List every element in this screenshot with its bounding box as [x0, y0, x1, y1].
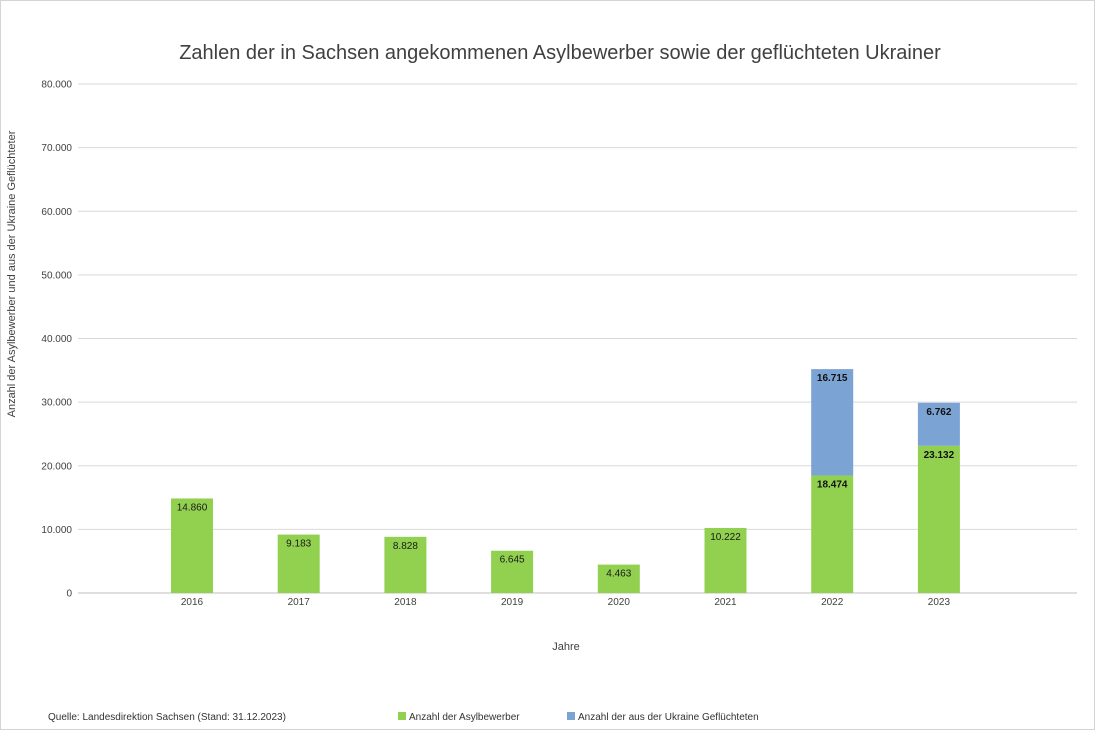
bar-asylbewerber-2016 [171, 498, 213, 593]
data-label: 8.828 [393, 541, 418, 552]
gridlines [78, 83, 1077, 594]
x-tick-label: 2017 [288, 597, 311, 608]
x-tick-label: 2023 [928, 597, 951, 608]
data-label: 6.762 [926, 407, 951, 418]
x-tick-label: 2021 [714, 597, 737, 608]
bar-asylbewerber-2018 [384, 536, 427, 593]
y-tick-label: 30.000 [41, 398, 72, 409]
x-tick-label: 2016 [181, 597, 204, 608]
data-label: 18.474 [817, 479, 848, 490]
x-tick-label: 2022 [821, 597, 844, 608]
y-tick-label: 50.000 [41, 270, 72, 281]
data-label: 10.222 [710, 532, 741, 543]
y-axis-title: Anzahl der Asylbewerber und aus der Ukra… [6, 130, 18, 417]
data-label: 14.860 [177, 502, 208, 513]
bar-asylbewerber-2019 [491, 550, 534, 593]
y-tick-label: 40.000 [41, 334, 72, 345]
y-tick-label: 70.000 [41, 143, 72, 154]
data-labels: 14.860 9.183 8.828 6.645 4.463 10.222 18.474 16… [177, 373, 955, 579]
bar-ukraine-2022 [811, 369, 854, 476]
x-axis-title: Jahre [552, 641, 580, 653]
legend-label-asylbewerber: Anzahl der Asylbewerber [409, 712, 520, 723]
data-label: 16.715 [817, 373, 848, 384]
bar-asylbewerber-2017 [277, 534, 320, 593]
x-tick-label: 2020 [608, 597, 631, 608]
bar-ukraine-2023 [917, 402, 960, 446]
chart-title: Zahlen der in Sachsen angekommenen Asylb… [179, 42, 941, 64]
y-tick-label: 20.000 [41, 461, 72, 472]
y-tick-label: 10.000 [41, 525, 72, 536]
legend-item-asylbewerber: Anzahl der Asylbewerber [398, 712, 520, 723]
x-tick-label: 2018 [394, 597, 417, 608]
y-tick-label: 0 [66, 589, 72, 600]
data-label: 9.183 [286, 539, 311, 550]
bar-asylbewerber-2022 [811, 475, 854, 593]
bars [171, 369, 960, 593]
y-axis-ticks: 0 10.000 20.000 30.000 40.000 50.000 60.000 70.… [41, 80, 72, 600]
legend-swatch-ukraine [567, 712, 575, 720]
bar-asylbewerber-2023 [917, 445, 960, 593]
legend-item-ukraine: Anzahl der aus der Ukraine Geflüchteten [567, 712, 759, 723]
data-label: 4.463 [606, 569, 631, 580]
bar-asylbewerber-2020 [597, 564, 640, 593]
data-label: 6.645 [500, 555, 525, 566]
legend: Anzahl der Asylbewerber Anzahl der aus d… [398, 712, 759, 723]
source-note: Quelle: Landesdirektion Sachsen (Stand: … [48, 712, 286, 723]
legend-swatch-asylbewerber [398, 712, 406, 720]
x-tick-label: 2019 [501, 597, 524, 608]
x-axis-ticks: 2016 2017 2018 2019 2020 2021 2022 2023 [181, 597, 951, 608]
data-label: 23.132 [924, 450, 955, 461]
y-tick-label: 60.000 [41, 207, 72, 218]
bar-asylbewerber-2021 [704, 527, 747, 593]
y-tick-label: 80.000 [41, 80, 72, 91]
legend-label-ukraine: Anzahl der aus der Ukraine Geflüchteten [578, 712, 759, 723]
